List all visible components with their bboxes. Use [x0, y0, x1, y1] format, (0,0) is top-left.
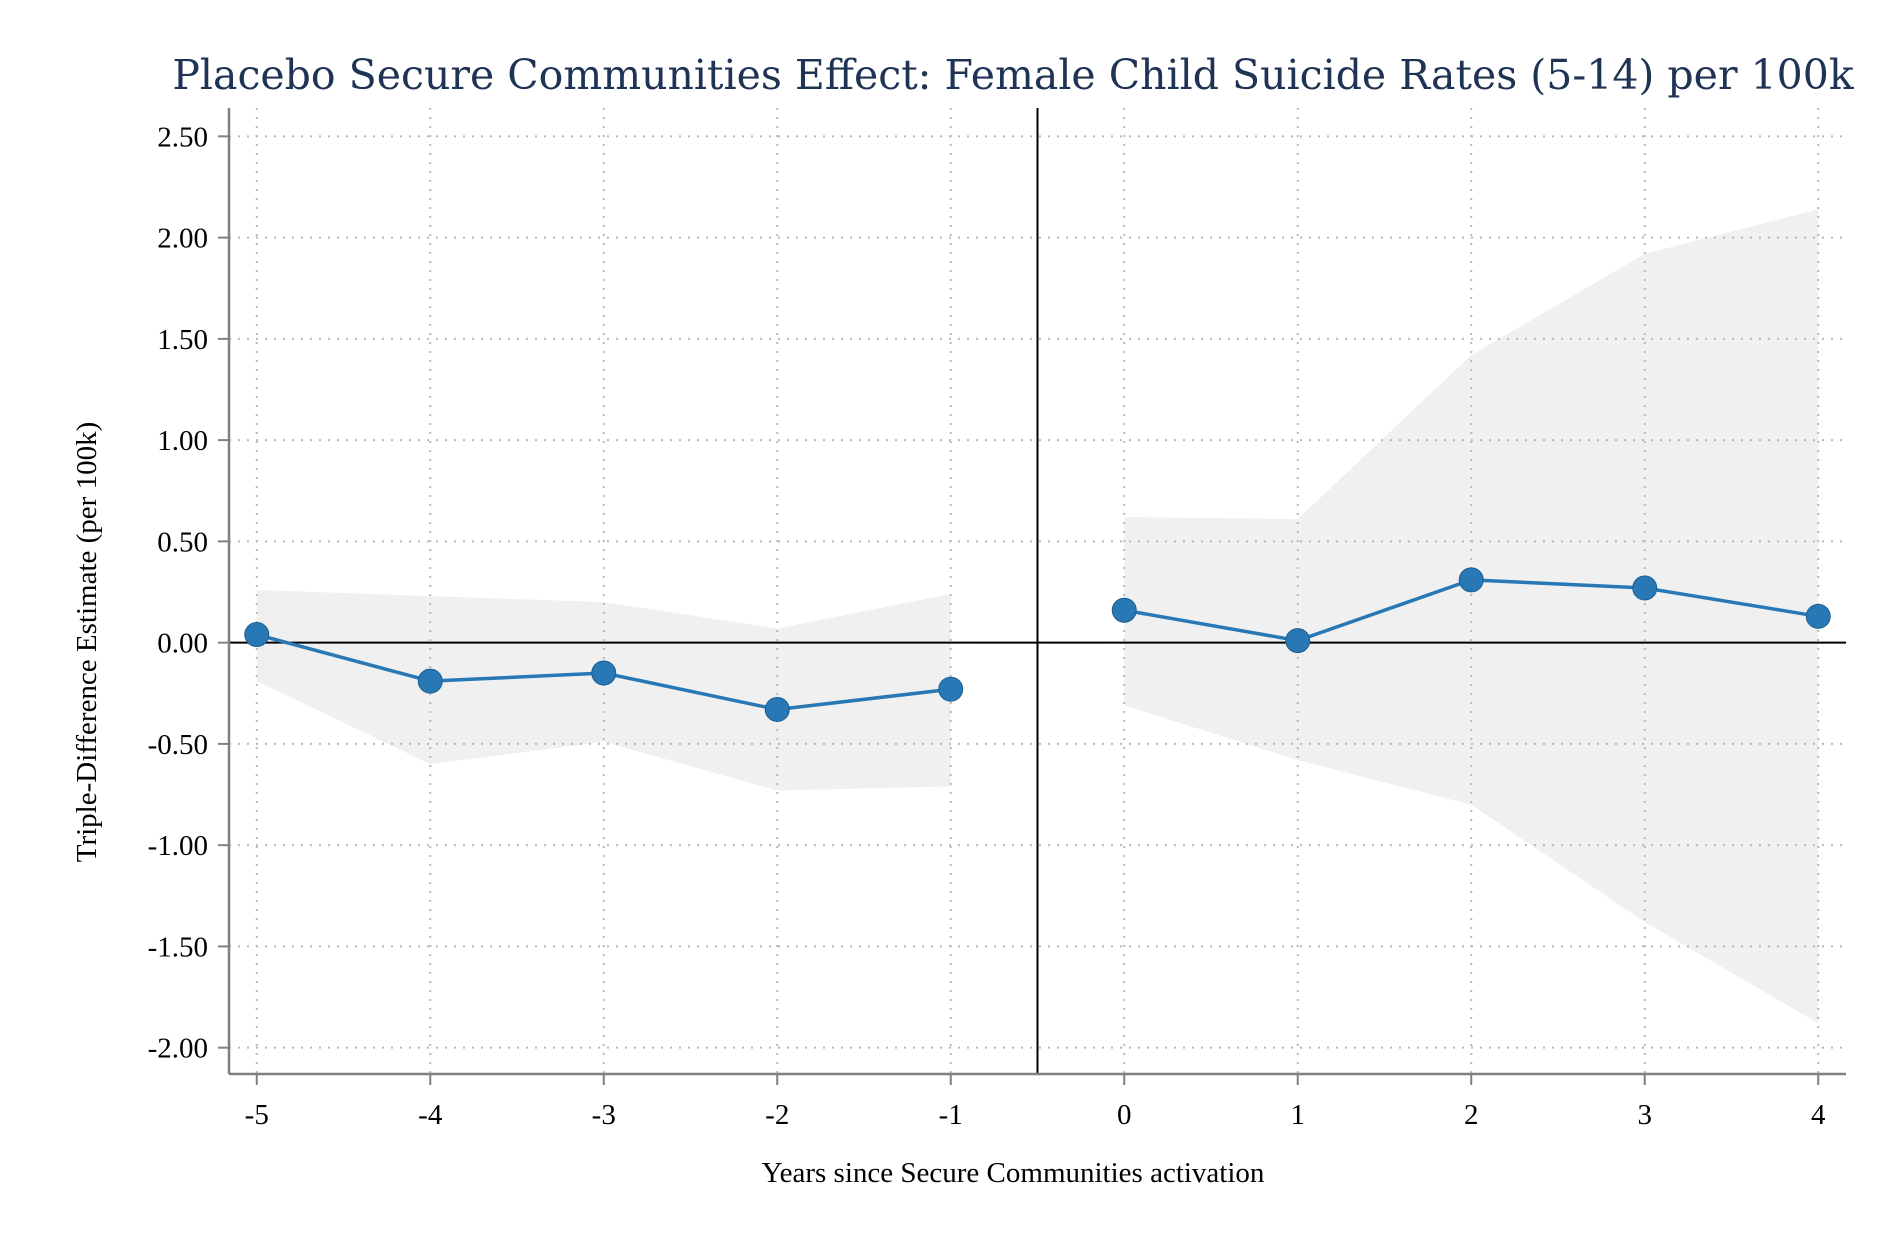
estimate-point-post-2 [1458, 567, 1484, 593]
ci-band-pre [256, 589, 951, 791]
x-tick-label-1: -4 [418, 1099, 443, 1131]
y-tick-label-5: 0.00 [157, 628, 208, 660]
estimate-point-post-1 [1285, 628, 1311, 654]
x-tick-label-7: 2 [1464, 1099, 1479, 1131]
estimate-point-pre-3 [764, 696, 790, 722]
y-tick-label-9: -2.00 [148, 1033, 208, 1065]
estimate-point-post-0 [1111, 597, 1137, 623]
x-tick-label-3: -2 [765, 1099, 789, 1131]
y-axis-title: Triple-Difference Estimate (per 100k) [71, 422, 103, 863]
estimate-point-pre-4 [938, 676, 964, 702]
plot-area: 2.50 2.00 1.50 1.00 0.50 0.00 -0.50 -1.00 -1.50 -… [148, 108, 1846, 1131]
x-tick-label-4: -1 [939, 1099, 963, 1131]
estimate-point-pre-1 [417, 668, 443, 694]
y-tick-label-3: 1.00 [157, 425, 208, 457]
y-tick-label-7: -1.00 [148, 830, 208, 862]
estimate-point-pre-2 [591, 660, 617, 686]
x-axis-title: Years since Secure Communities activatio… [762, 1157, 1265, 1189]
x-tick-label-2: -3 [592, 1099, 616, 1131]
x-tick-label-6: 1 [1290, 1099, 1305, 1131]
y-tick-label-1: 2.00 [157, 223, 208, 255]
y-tick-label-0: 2.50 [157, 121, 208, 153]
x-tick-label-8: 3 [1637, 1099, 1652, 1131]
chart-title: Placebo Secure Communities Effect: Femal… [172, 51, 1855, 99]
x-tick-label-5: 0 [1117, 1099, 1132, 1131]
y-tick-label-4: 0.50 [157, 526, 208, 558]
x-tick-label-0: -5 [245, 1099, 269, 1131]
x-tick-label-9: 4 [1811, 1099, 1826, 1131]
y-tick-label-2: 1.50 [157, 324, 208, 356]
y-tick-label-8: -1.50 [148, 931, 208, 963]
y-tick-label-6: -0.50 [148, 729, 208, 761]
estimate-point-post-4 [1805, 603, 1831, 629]
estimate-point-post-3 [1632, 575, 1658, 601]
estimate-point-pre-0 [244, 622, 270, 648]
